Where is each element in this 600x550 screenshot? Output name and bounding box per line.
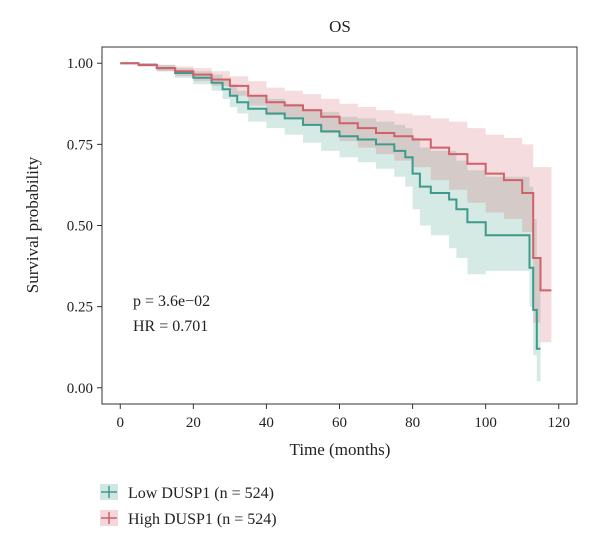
legend-label-high: High DUSP1 (n = 524) [128, 511, 277, 528]
p-value-annotation: p = 3.6e−02 [133, 293, 210, 310]
legend-label-low: Low DUSP1 (n = 524) [128, 485, 274, 502]
x-tick-label: 40 [259, 415, 274, 431]
survival-line-low [120, 62, 541, 350]
y-axis: 0.00 0.25 0.50 0.75 1.00 [67, 56, 102, 397]
legend: Low DUSP1 (n = 524) High DUSP1 (n = 524) [100, 484, 277, 528]
x-tick-label: 20 [186, 415, 201, 431]
ci-band-high [120, 63, 552, 343]
hazard-ratio-annotation: HR = 0.701 [133, 318, 208, 335]
x-tick-label: 80 [405, 415, 420, 431]
x-tick-label: 60 [332, 415, 347, 431]
survival-lines [120, 62, 552, 350]
y-tick-label: 0.50 [67, 219, 93, 235]
y-axis-title: Survival probability [23, 156, 42, 293]
y-tick-label: 0.75 [67, 137, 93, 153]
chart-title: OS [329, 17, 351, 36]
x-tick-label: 0 [117, 415, 125, 431]
y-tick-label: 0.25 [67, 300, 93, 316]
survival-line-high [120, 62, 552, 292]
y-tick-label: 0.00 [67, 381, 93, 397]
ci-band-low [120, 63, 541, 382]
x-axis-title: Time (months) [290, 440, 391, 459]
x-axis: 0 20 40 60 80 100 120 [117, 404, 570, 431]
x-tick-label: 100 [474, 415, 497, 431]
x-tick-label: 120 [547, 415, 570, 431]
confidence-bands [120, 63, 552, 382]
y-tick-label: 1.00 [67, 56, 93, 72]
